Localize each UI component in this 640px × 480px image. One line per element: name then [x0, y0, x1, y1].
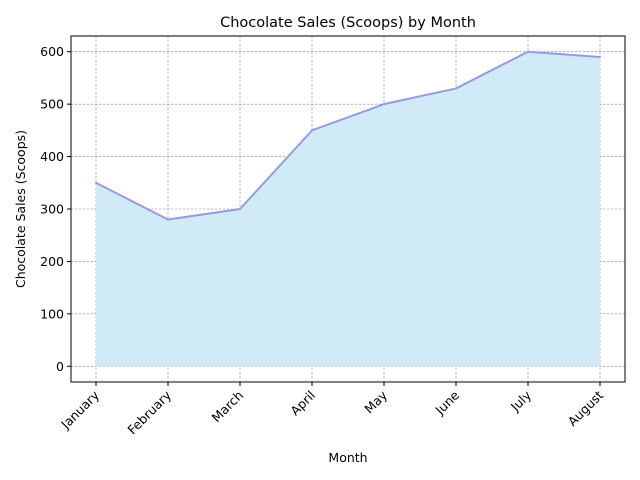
y-tick-label: 500: [40, 97, 64, 112]
area-layer: [96, 51, 600, 367]
x-tick-label-june: June: [432, 387, 463, 418]
y-ticks: 0 100 200 300 400 500 600: [40, 44, 71, 374]
x-tick-label-july: July: [507, 387, 535, 415]
y-tick-label: 300: [40, 202, 64, 217]
series-line: [95, 50, 601, 221]
data-point-february: [167, 218, 169, 221]
x-tick-label-august: August: [565, 387, 607, 429]
data-point-june: [455, 87, 457, 90]
y-tick-label: 200: [40, 254, 64, 269]
y-tick-label: 400: [40, 149, 64, 164]
data-point-may: [383, 103, 385, 106]
y-tick-label: 0: [56, 359, 64, 374]
data-point-april: [311, 129, 313, 132]
data-point-july: [527, 50, 529, 53]
data-point-august: [599, 55, 601, 58]
data-point-march: [239, 208, 241, 210]
x-tick-label-may: May: [361, 387, 390, 416]
x-axis-label: Month: [328, 450, 367, 465]
data-point-january: [95, 181, 97, 184]
chart-title: Chocolate Sales (Scoops) by Month: [220, 15, 476, 31]
y-axis-label: Chocolate Sales (Scoops): [13, 130, 28, 288]
x-tick-label-january: January: [57, 387, 102, 432]
x-tick-label-february: February: [124, 387, 174, 437]
area-fill: [96, 51, 600, 367]
x-tick-label-april: April: [287, 388, 318, 419]
y-tick-label: 100: [40, 306, 64, 321]
y-tick-label: 600: [40, 44, 64, 59]
x-ticks: January February March April May June July Augu…: [57, 382, 606, 437]
x-tick-label-march: March: [209, 388, 247, 426]
line-layer: [95, 50, 601, 221]
